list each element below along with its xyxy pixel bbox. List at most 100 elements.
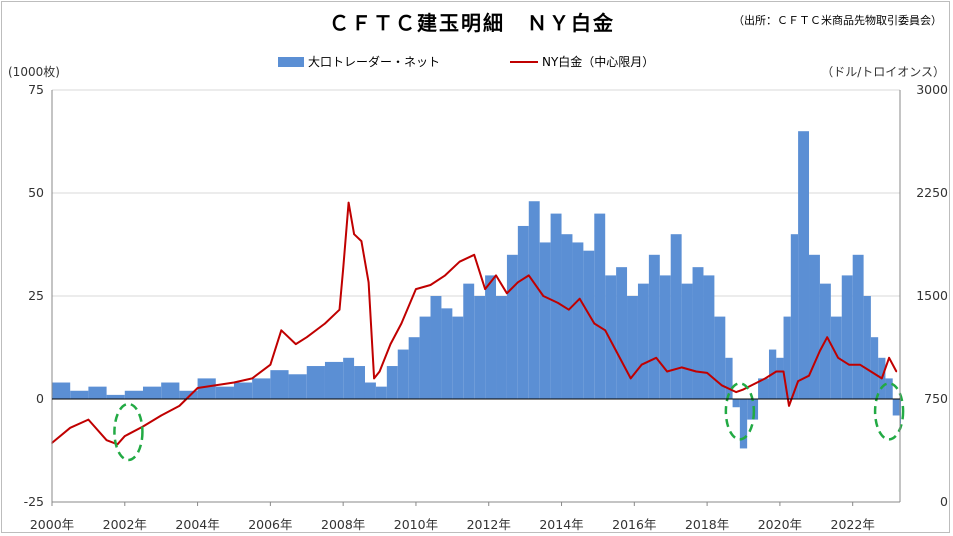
x-tick-label: 2000年 [30, 517, 74, 532]
bar [496, 296, 507, 399]
price-point [753, 383, 756, 385]
bar [605, 275, 617, 399]
price-point [280, 329, 283, 332]
price-point [160, 414, 162, 417]
price-point [429, 284, 432, 286]
price-point [347, 201, 350, 204]
price-point [568, 308, 570, 311]
bar [583, 250, 595, 399]
bar [324, 361, 344, 399]
bar [197, 378, 216, 399]
price-point [473, 254, 475, 256]
bar [452, 316, 464, 399]
price-point [389, 343, 392, 345]
x-tick-label: 2006年 [248, 517, 292, 532]
price-point [797, 380, 799, 382]
price-point [640, 363, 643, 366]
bar [627, 296, 638, 399]
left-tick-label: 75 [28, 82, 44, 97]
price-point [888, 357, 890, 359]
bar [863, 296, 871, 399]
price-point [400, 322, 403, 325]
bar [474, 296, 486, 399]
price-point [69, 427, 71, 429]
dashed-ellipse-annotation [113, 402, 144, 462]
bar [233, 382, 253, 399]
price-point [338, 308, 341, 311]
price-point [837, 357, 839, 359]
left-axis-unit: (1000枚) [8, 64, 60, 79]
bar [670, 234, 682, 399]
price-point [415, 288, 417, 290]
bar [830, 316, 842, 399]
right-axis-unit: （ドル/トロイオンス） [821, 65, 945, 79]
bar [703, 275, 715, 399]
left-tick-label: -25 [24, 494, 44, 509]
price-point [782, 370, 785, 373]
price-point [214, 384, 217, 387]
price-point [295, 343, 297, 345]
bar [776, 357, 784, 399]
price-point [655, 357, 657, 359]
bar [841, 275, 853, 399]
price-point [360, 240, 363, 242]
bar [485, 275, 497, 399]
left-tick-label: 0 [36, 391, 44, 406]
price-point [378, 370, 381, 373]
price-point [881, 377, 883, 380]
bar [354, 366, 365, 399]
price-point [808, 374, 810, 377]
bar [648, 254, 660, 399]
bar [179, 390, 198, 399]
price-point [742, 388, 745, 391]
price-point [342, 267, 344, 270]
source-note: （出所：ＣＦＴＣ米商品先物取引委員会） [733, 13, 942, 27]
annotations [113, 382, 905, 462]
price-point [848, 363, 850, 366]
bar [798, 131, 810, 399]
price-point [506, 292, 508, 295]
bar [870, 337, 879, 399]
bar [528, 201, 540, 399]
left-tick-label: 50 [28, 185, 44, 200]
bar [790, 234, 799, 399]
price-point [542, 295, 545, 297]
legend: 大口トレーダー・ネット NY白金（中心限月） [278, 54, 654, 69]
bar [561, 234, 573, 399]
bar [732, 399, 740, 408]
x-tick-label: 2020年 [758, 517, 802, 532]
price-point [615, 350, 617, 352]
bar [408, 337, 420, 399]
price-point [629, 377, 632, 380]
bar [270, 370, 289, 399]
x-tick-label: 2022年 [831, 517, 875, 532]
price-point [695, 370, 697, 373]
price-point [251, 377, 253, 380]
right-tick-label: 2250 [916, 185, 948, 200]
price-point [593, 322, 596, 325]
price-point [373, 377, 375, 380]
x-tick-label: 2008年 [321, 517, 365, 532]
price-point [720, 384, 723, 387]
chart-title: ＣＦＴＣ建玉明細 ＮＹ白金 [329, 11, 615, 35]
bar [306, 366, 325, 399]
price-point [859, 363, 861, 366]
bar [106, 394, 125, 399]
bar [161, 382, 180, 399]
price-point [233, 381, 235, 384]
price-point [557, 302, 559, 304]
bar [463, 283, 475, 399]
bar [142, 386, 162, 399]
bar [637, 283, 649, 399]
left-tick-label: 25 [28, 288, 44, 303]
bar [343, 357, 355, 399]
price-point [735, 391, 738, 393]
bar [892, 399, 900, 416]
price-point [87, 418, 90, 421]
price-point [353, 233, 355, 235]
bar [397, 349, 409, 399]
price-point [495, 274, 497, 277]
price-point [870, 370, 872, 373]
